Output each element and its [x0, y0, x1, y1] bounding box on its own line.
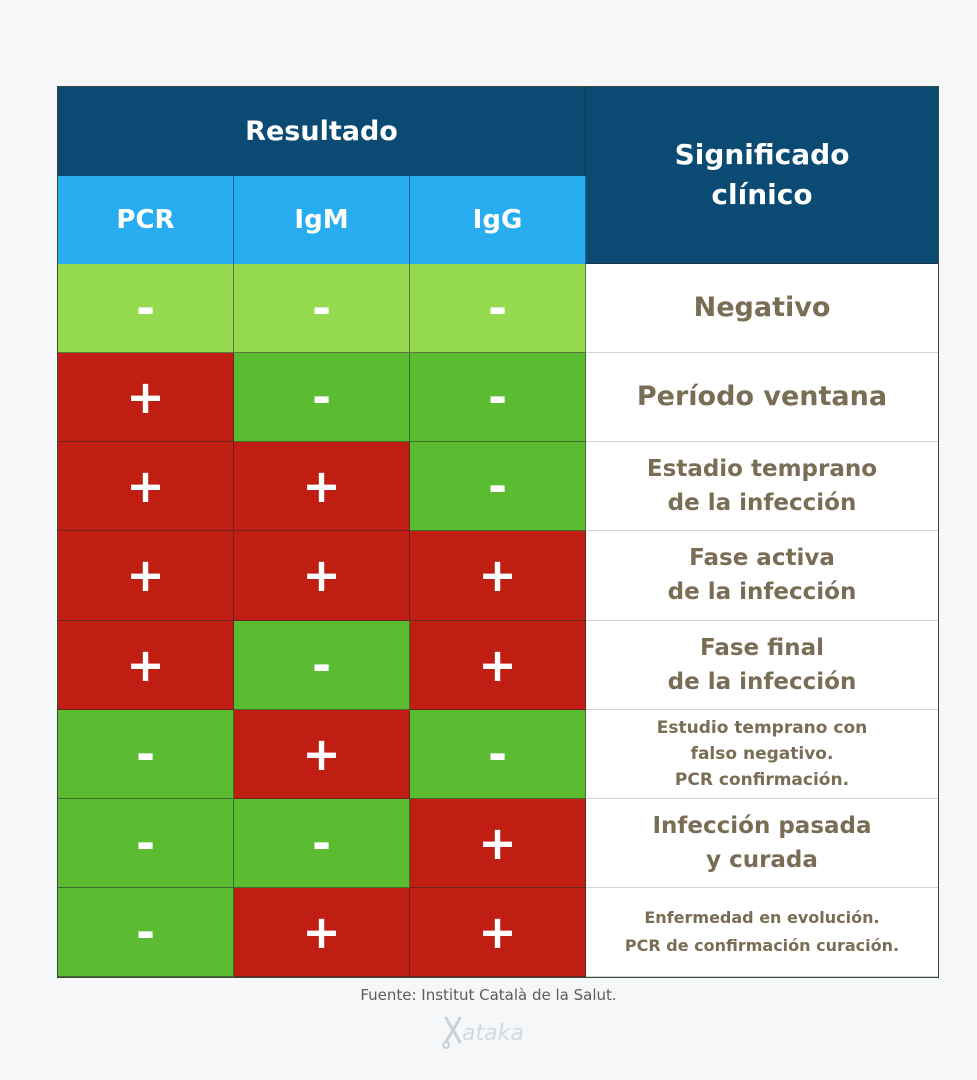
- header-col-pcr: PCR: [58, 176, 234, 264]
- result-cell: -: [410, 709, 586, 799]
- result-cell: +: [410, 887, 586, 977]
- header-significado-line: Significado: [674, 138, 850, 171]
- result-mark: +: [478, 904, 517, 959]
- meaning-line: Estudio temprano con: [656, 717, 868, 738]
- result-cell: -: [234, 264, 410, 354]
- result-mark: +: [302, 548, 341, 603]
- result-cell: +: [234, 709, 410, 799]
- meaning-cell: Negativo: [586, 264, 938, 354]
- meaning-line: de la infección: [667, 579, 857, 606]
- result-mark: -: [311, 281, 332, 336]
- result-mark: +: [302, 726, 341, 781]
- result-mark: +: [478, 548, 517, 603]
- meaning-cell: Fase final de la infección: [586, 620, 938, 710]
- meaning-line: PCR de confirmación curación.: [624, 935, 900, 955]
- meaning-line: Infección pasada: [652, 812, 872, 839]
- source-caption: Fuente: Institut Català de la Salut.: [360, 986, 617, 1004]
- meaning-line: Estadio temprano: [646, 456, 878, 483]
- meaning-line: PCR confirmación.: [674, 769, 850, 790]
- meaning-line: falso negativo.: [690, 743, 834, 764]
- result-mark: -: [487, 726, 508, 781]
- result-cell: +: [410, 798, 586, 888]
- meaning-line: y curada: [706, 846, 818, 873]
- meaning-line: Período ventana: [636, 381, 888, 413]
- results-table: Resultado Significado clínico PCR IgM Ig…: [58, 87, 938, 977]
- result-cell: -: [410, 353, 586, 443]
- result-mark: +: [302, 459, 341, 514]
- result-mark: +: [302, 904, 341, 959]
- result-mark: -: [135, 281, 156, 336]
- meaning-cell: Enfermedad en evolución. PCR de confirma…: [586, 887, 938, 977]
- result-cell: -: [58, 709, 234, 799]
- result-cell: +: [234, 887, 410, 977]
- header-significado-line: clínico: [711, 178, 813, 211]
- result-mark: -: [487, 281, 508, 336]
- result-mark: -: [135, 726, 156, 781]
- result-cell: +: [58, 531, 234, 621]
- result-cell: +: [58, 620, 234, 710]
- meaning-cell: Infección pasada y curada: [586, 798, 938, 888]
- result-mark: +: [126, 459, 165, 514]
- meaning-cell: Período ventana: [586, 353, 938, 443]
- result-mark: -: [135, 904, 156, 959]
- result-mark: -: [135, 815, 156, 870]
- result-cell: +: [58, 353, 234, 443]
- result-cell: -: [410, 264, 586, 354]
- result-mark: -: [311, 637, 332, 692]
- meaning-line: Fase final: [699, 634, 824, 661]
- result-mark: +: [126, 637, 165, 692]
- result-cell: -: [58, 264, 234, 354]
- meaning-line: Enfermedad en evolución.: [644, 907, 880, 927]
- svg-text:ataka: ataka: [462, 1021, 524, 1046]
- xataka-logo: ataka: [442, 1016, 524, 1049]
- result-mark: -: [487, 370, 508, 425]
- result-mark: -: [487, 459, 508, 514]
- result-cell: +: [410, 531, 586, 621]
- result-mark: +: [126, 548, 165, 603]
- header-col-igm: IgM: [234, 176, 410, 264]
- result-cell: -: [234, 620, 410, 710]
- result-mark: -: [311, 370, 332, 425]
- result-cell: +: [58, 442, 234, 532]
- result-mark: +: [478, 637, 517, 692]
- meaning-line: de la infección: [667, 668, 857, 695]
- result-cell: +: [410, 620, 586, 710]
- meaning-cell: Estadio temprano de la infección: [586, 442, 938, 532]
- meaning-line: Negativo: [693, 292, 831, 324]
- meaning-line: Fase activa: [689, 545, 835, 572]
- result-cell: -: [234, 798, 410, 888]
- meaning-cell: Estudio temprano con falso negativo. PCR…: [586, 709, 938, 799]
- result-cell: +: [234, 531, 410, 621]
- result-cell: -: [58, 887, 234, 977]
- result-mark: -: [311, 815, 332, 870]
- result-cell: -: [234, 353, 410, 443]
- result-mark: +: [126, 370, 165, 425]
- result-cell: -: [410, 442, 586, 532]
- result-mark: +: [478, 815, 517, 870]
- result-cell: +: [234, 442, 410, 532]
- header-resultado: Resultado: [58, 87, 586, 176]
- result-cell: -: [58, 798, 234, 888]
- header-col-igg: IgG: [410, 176, 586, 264]
- meaning-line: de la infección: [667, 490, 857, 517]
- header-significado: Significado clínico: [586, 87, 938, 264]
- meaning-cell: Fase activa de la infección: [586, 531, 938, 621]
